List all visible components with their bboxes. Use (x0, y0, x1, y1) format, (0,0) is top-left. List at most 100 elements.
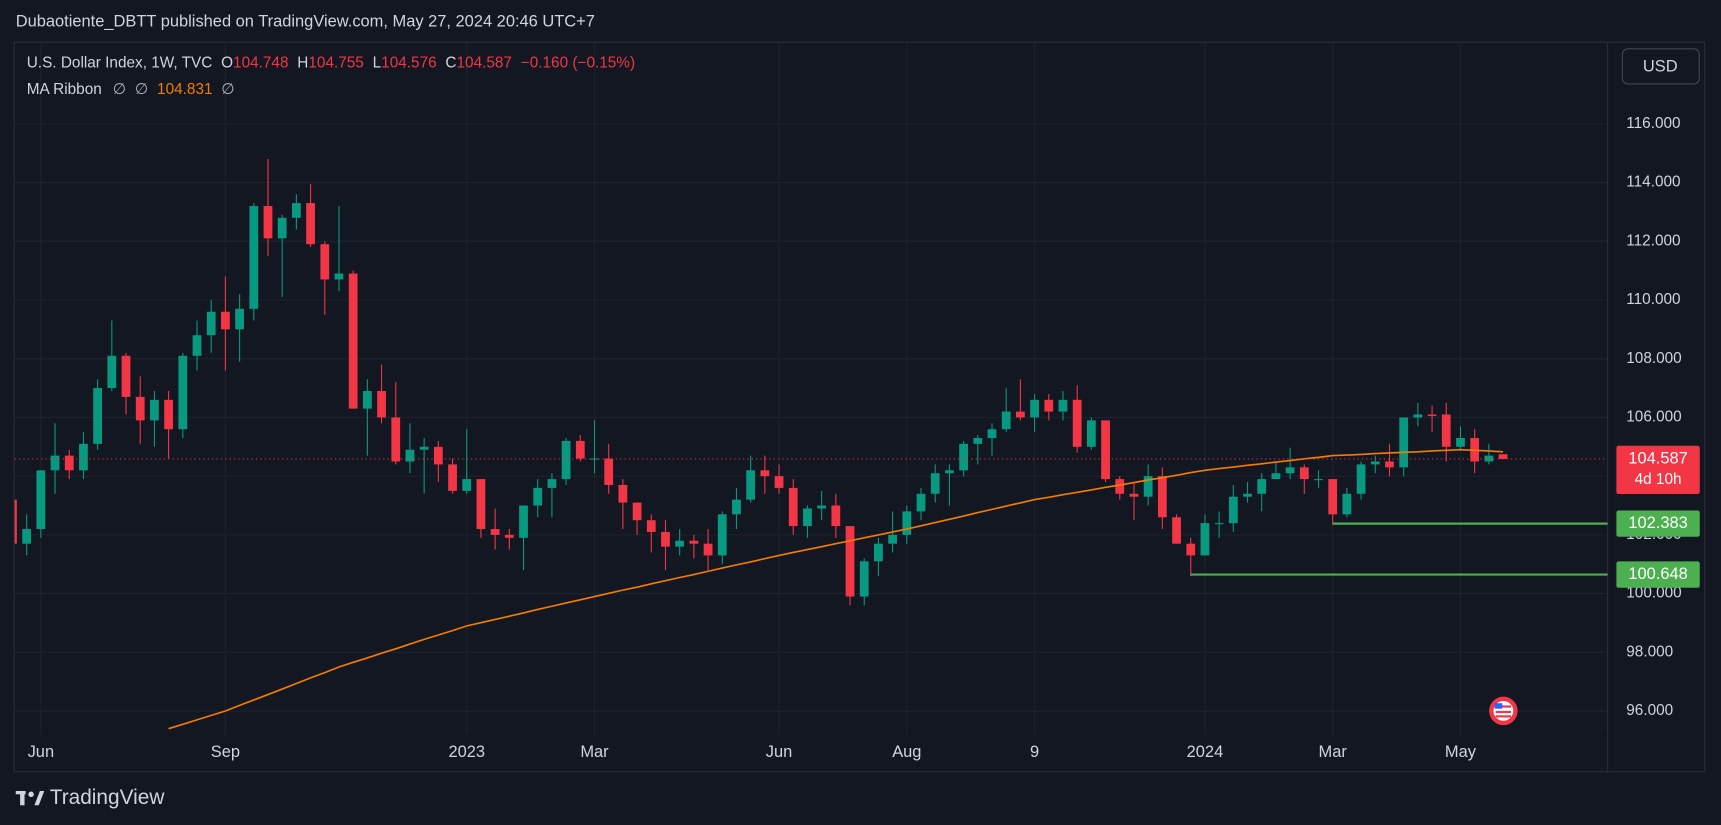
legend-high: 104.755 (308, 55, 363, 72)
candle-body (803, 508, 812, 527)
candle-body (646, 520, 656, 532)
ma-empty: ∅ (221, 81, 234, 98)
legend-open: 104.748 (233, 55, 288, 72)
candle-body (604, 458, 614, 485)
candle-body (249, 206, 259, 309)
candle-body (1214, 523, 1224, 525)
chart-panel (13, 41, 1706, 773)
candle-body (675, 540, 685, 547)
candle-body (1413, 414, 1423, 418)
candle-body (391, 417, 401, 462)
candle-body (1285, 467, 1295, 474)
ma-value: 104.831 (157, 81, 212, 98)
candle-body (746, 470, 756, 500)
candle-body (448, 464, 457, 491)
currency-label[interactable]: USD (1643, 57, 1678, 75)
candle-body (632, 502, 642, 521)
candle-body (1115, 479, 1125, 494)
y-tick-label: 116.000 (1626, 115, 1680, 132)
level-box (1616, 561, 1700, 588)
candle-body (888, 534, 898, 544)
candle-body (1385, 461, 1394, 468)
candle-body (1243, 493, 1252, 497)
candle-body (1498, 454, 1508, 459)
candle-body (405, 449, 415, 462)
candle-body (277, 217, 287, 239)
candle-body (206, 311, 216, 336)
legend-letter: O (221, 55, 233, 72)
candle-body (1399, 417, 1409, 468)
candle-body (1328, 479, 1338, 515)
legend-letter: L (373, 55, 382, 72)
ma-name: MA Ribbon (27, 81, 102, 98)
candle-body (618, 484, 628, 503)
candle-body (462, 479, 472, 491)
candle-body (1484, 455, 1494, 462)
candle-body (22, 529, 32, 544)
header: Dubaotiente_DBTT published on TradingVie… (16, 12, 595, 30)
candle-body (703, 543, 713, 556)
candle-body (135, 396, 145, 421)
candle-body (150, 399, 159, 421)
y-tick-label: 96.000 (1626, 702, 1673, 719)
candle-body (1072, 399, 1082, 447)
candle-body (221, 311, 230, 330)
candle-body (1044, 399, 1054, 412)
candle-body (732, 499, 741, 515)
ma-empty: ∅ (135, 81, 148, 98)
candle-body (831, 505, 841, 527)
candle-body (945, 470, 954, 474)
candle-body (64, 455, 74, 471)
candle-body (50, 455, 60, 471)
candle-body (1228, 496, 1238, 524)
candle-body (306, 203, 315, 245)
candle-body (1143, 476, 1153, 497)
candle-body (1314, 479, 1323, 481)
candle-body (1271, 473, 1281, 480)
candle-body (987, 429, 997, 438)
ma-empty: ∅ (113, 81, 126, 98)
candle-body (774, 476, 784, 488)
legend-close: 104.587 (457, 55, 512, 72)
footer-logo (15, 790, 45, 806)
candle-body (1086, 420, 1096, 447)
candle-body (1441, 414, 1451, 447)
candle-body (1427, 414, 1437, 416)
candle-body (377, 391, 386, 418)
candle-body (1186, 543, 1196, 556)
candle-body (36, 470, 46, 530)
candle-body (1129, 493, 1139, 497)
currency-button[interactable] (1621, 48, 1700, 85)
x-tick-label: 2024 (1187, 743, 1224, 761)
candle-body (263, 206, 273, 239)
candle-body (1058, 399, 1068, 412)
x-tick-label: Sep (211, 743, 240, 761)
x-tick-label: Aug (892, 743, 921, 761)
candle-body (661, 531, 670, 547)
candle-body (561, 440, 571, 480)
x-tick-label: Mar (580, 743, 609, 761)
candle-body (1101, 420, 1110, 480)
candle-body (916, 493, 926, 512)
candle-body (533, 487, 543, 506)
candle-body (1299, 467, 1309, 480)
countdown: 4d 10h (1635, 471, 1682, 488)
candle-body (575, 440, 585, 459)
candle-body (1370, 461, 1380, 465)
ma-line (168, 448, 1504, 730)
candle-body (490, 529, 500, 535)
candle-body (1001, 411, 1011, 430)
candle-body (717, 514, 727, 556)
candle-body (362, 391, 372, 409)
candle-body (121, 355, 131, 397)
candle-body (859, 561, 869, 597)
x-tick-label: 2023 (448, 743, 485, 761)
x-tick-label: Jun (28, 743, 55, 761)
candle-body (760, 470, 770, 477)
legend-ma: MA Ribbon ∅ ∅ 104.831 ∅ (27, 81, 235, 98)
price-box (1616, 445, 1700, 495)
candle-body (93, 388, 103, 444)
y-tick-label: 108.000 (1626, 350, 1681, 367)
candle-body (547, 479, 557, 488)
